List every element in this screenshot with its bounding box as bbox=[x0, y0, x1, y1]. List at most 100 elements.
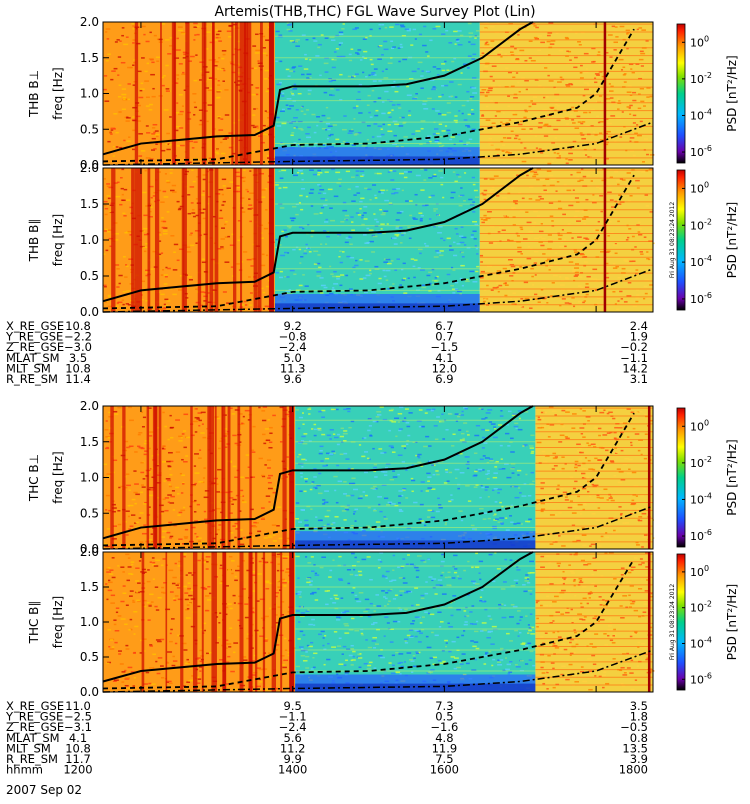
spectrogram-pixel bbox=[382, 124, 385, 126]
spectrogram-pixel bbox=[497, 54, 501, 56]
spectrogram-pixel bbox=[313, 667, 316, 669]
spectrogram-pixel bbox=[292, 88, 297, 90]
spectrogram-pixel bbox=[143, 34, 145, 36]
spectrogram-pixel bbox=[202, 259, 205, 261]
spectrogram-pixel bbox=[605, 537, 609, 539]
spectrogram-pixel bbox=[638, 234, 642, 236]
spectrogram-pixel bbox=[119, 84, 122, 86]
spectrogram-pixel bbox=[515, 428, 517, 430]
spectrogram-pixel bbox=[559, 276, 561, 278]
spectrogram-pixel bbox=[172, 191, 177, 193]
spectrogram-pixel bbox=[415, 93, 418, 95]
spectrogram-pixel bbox=[485, 489, 488, 491]
spectrogram-pixel bbox=[170, 633, 172, 635]
spectrogram-pixel bbox=[207, 599, 212, 601]
spectrogram-pixel bbox=[471, 44, 476, 46]
spectrogram-pixel bbox=[440, 177, 443, 179]
spectrogram-pixel bbox=[335, 516, 339, 518]
spectrogram-data-gap bbox=[604, 22, 607, 165]
spectrogram-pixel bbox=[557, 105, 560, 107]
spectrogram-pixel bbox=[362, 559, 367, 561]
spectrogram-pixel bbox=[330, 429, 334, 431]
spectrogram-pixel bbox=[399, 590, 404, 592]
spectrogram-pixel bbox=[442, 130, 446, 132]
spectrogram-pixel bbox=[193, 114, 195, 116]
spectrogram-pixel bbox=[243, 177, 246, 179]
spectrogram-pixel bbox=[400, 46, 403, 48]
spectrogram-pixel bbox=[490, 76, 493, 78]
spectrogram-pixel bbox=[578, 301, 582, 303]
spectrogram-pixel bbox=[522, 198, 525, 200]
spectrogram-pixel bbox=[283, 557, 288, 559]
spectrogram-pixel bbox=[176, 38, 178, 40]
spectrogram-pixel bbox=[342, 510, 346, 512]
spectrogram-pixel bbox=[435, 250, 439, 252]
spectrogram-pixel bbox=[129, 489, 131, 491]
spectrogram-pixel bbox=[598, 435, 601, 437]
spectrogram-pixel bbox=[377, 414, 381, 416]
spectrogram-pixel bbox=[489, 242, 493, 244]
spectrogram-pixel bbox=[194, 465, 196, 467]
spectrogram-pixel bbox=[464, 119, 468, 121]
spectrogram-pixel bbox=[249, 221, 252, 223]
spectrogram-pixel bbox=[329, 438, 332, 440]
spectrogram-pixel bbox=[231, 266, 233, 268]
spectrogram-pixel bbox=[512, 112, 515, 114]
spectrogram-pixel bbox=[591, 180, 593, 182]
spectrogram-pixel bbox=[404, 448, 406, 450]
spectrogram-pixel bbox=[165, 276, 168, 278]
spectrogram-pixel bbox=[206, 31, 211, 32]
spectrogram-pixel bbox=[514, 486, 518, 488]
spectrogram-pixel bbox=[424, 525, 426, 527]
spectrogram-pixel bbox=[609, 90, 614, 92]
spectrogram-pixel bbox=[547, 259, 551, 261]
spectrogram-pixel bbox=[373, 213, 375, 215]
spectrogram-pixel bbox=[490, 618, 493, 620]
spectrogram-pixel bbox=[174, 244, 178, 246]
spectrogram-pixel bbox=[243, 659, 247, 661]
spectrogram-pixel bbox=[555, 88, 557, 90]
spectrogram-pixel bbox=[427, 98, 432, 100]
spectrogram-pixel bbox=[485, 430, 489, 432]
spectrogram-pixel bbox=[117, 74, 119, 76]
spectrogram-pixel bbox=[218, 637, 220, 639]
spectrogram-pixel bbox=[387, 131, 392, 133]
spectrogram-pixel bbox=[423, 26, 426, 28]
spectrogram-pixel bbox=[618, 482, 622, 484]
spectrogram-pixel bbox=[420, 520, 424, 522]
spectrogram-pixel bbox=[517, 82, 519, 84]
spectrogram-pixel bbox=[582, 436, 585, 438]
spectrogram-pixel bbox=[638, 222, 641, 224]
spectrogram-pixel bbox=[584, 82, 589, 84]
spectrogram-pixel bbox=[178, 30, 183, 32]
spectrogram-pixel bbox=[640, 53, 645, 55]
spectrogram-pixel bbox=[575, 197, 579, 199]
spectrogram-pixel bbox=[305, 481, 308, 483]
spectrogram-pixel bbox=[268, 419, 270, 421]
spectrogram-pixel bbox=[451, 499, 454, 501]
spectrogram-pixel bbox=[508, 72, 512, 74]
spectrogram-pixel bbox=[599, 188, 602, 190]
spectrogram-pixel bbox=[582, 152, 587, 154]
spectrogram-pixel bbox=[479, 561, 483, 563]
spectrogram-pixel bbox=[348, 188, 351, 190]
spectrogram-pixel bbox=[444, 85, 448, 87]
spectrogram-pixel bbox=[472, 54, 476, 56]
spectrogram-pixel bbox=[157, 641, 162, 643]
spectrogram-pixel bbox=[343, 623, 348, 625]
spectrogram-pixel bbox=[577, 116, 581, 118]
spectrogram-pixel bbox=[370, 29, 373, 31]
spectrogram-pixel bbox=[484, 44, 489, 46]
spectrogram-pixel bbox=[467, 67, 470, 69]
colorbar-tick-label: 10-4 bbox=[690, 107, 712, 122]
spectrogram-pixel bbox=[360, 59, 362, 61]
spectrogram-pixel bbox=[472, 201, 475, 203]
spectrogram-pixel bbox=[644, 458, 647, 460]
spectrogram-pixel bbox=[185, 455, 188, 457]
spectrogram-pixel bbox=[229, 608, 232, 610]
spectrogram-pixel bbox=[218, 129, 223, 131]
spectrogram-pixel bbox=[354, 509, 358, 511]
spectrogram-pixel bbox=[139, 517, 141, 519]
spectrogram-pixel bbox=[459, 235, 463, 237]
spectrogram-pixel bbox=[322, 465, 326, 467]
